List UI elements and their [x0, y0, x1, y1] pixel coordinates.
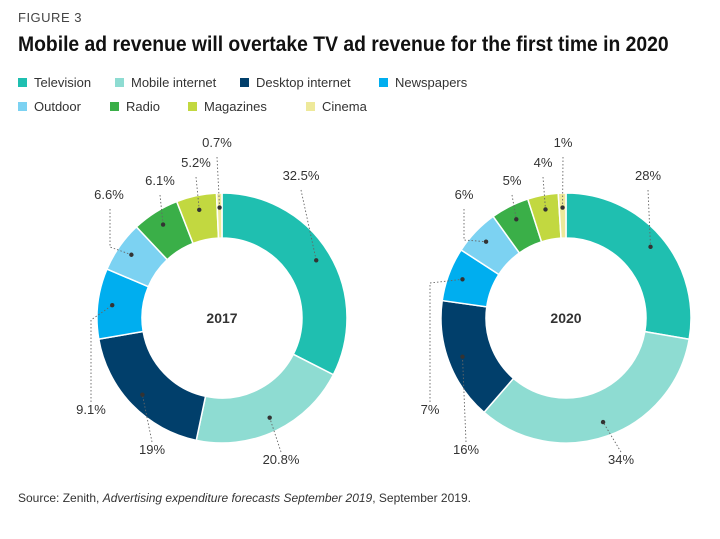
leader-dot	[140, 392, 145, 397]
leader-dot	[267, 415, 272, 420]
leader-line	[429, 278, 463, 402]
slice-cinema	[215, 192, 223, 239]
data-label: 28%	[635, 168, 661, 183]
legend-swatch	[110, 102, 119, 111]
leader-dot	[314, 258, 319, 263]
data-label: 1%	[554, 135, 573, 150]
leader-dot	[160, 222, 166, 227]
source-note: Source: Zenith, Advertising expenditure …	[18, 491, 471, 505]
legend-label: Outdoor	[34, 99, 81, 114]
leader-line	[90, 304, 113, 402]
leader-line	[216, 156, 221, 208]
data-label: 19%	[139, 442, 165, 457]
slice-desktop-internet	[97, 330, 207, 442]
data-label: 32.5%	[283, 168, 320, 183]
slice-television	[565, 192, 692, 341]
legend-swatch	[240, 78, 249, 87]
center-label: 2017	[206, 310, 237, 326]
data-label: 7%	[421, 402, 440, 417]
source-suffix: , September 2019.	[372, 491, 471, 505]
leader-line	[109, 209, 132, 256]
data-label: 6.6%	[94, 187, 124, 202]
legend-label: Cinema	[322, 99, 367, 114]
leader-line	[141, 394, 153, 443]
figure-label: FIGURE 3	[18, 10, 82, 25]
data-label: 6%	[455, 187, 474, 202]
legend-swatch	[18, 78, 27, 87]
leader-dot	[217, 205, 222, 210]
data-label: 34%	[608, 452, 634, 467]
leader-line	[462, 356, 467, 443]
legend-label: Magazines	[204, 99, 267, 114]
legend-item-radio: Radio	[110, 99, 160, 114]
legend-item-television: Television	[18, 75, 91, 90]
legend-swatch	[115, 78, 124, 87]
center-label: 2020	[550, 310, 581, 326]
legend-item-mobile-internet: Mobile internet	[115, 75, 216, 90]
donut-chart-2017: 32.5% 20.8% 19% 9.1% 6.6% 6.1% 5.2% 0.7% 2017	[76, 135, 348, 467]
legend-item-magazines: Magazines	[188, 99, 267, 114]
legend-label: Radio	[126, 99, 160, 114]
leader-dot	[514, 217, 519, 222]
leader-dot	[648, 244, 653, 250]
leader-line	[647, 189, 651, 247]
leader-dot	[560, 205, 565, 210]
slice-mobile-internet	[482, 330, 691, 444]
slice-television	[221, 192, 348, 376]
leader-dot	[600, 419, 606, 425]
legend-swatch	[379, 78, 388, 87]
leader-line	[159, 194, 164, 225]
leader-dot	[483, 239, 489, 244]
legend-label: Newspapers	[395, 75, 468, 90]
leader-dot	[460, 277, 465, 282]
leader-line	[511, 194, 517, 220]
legend-item-desktop-internet: Desktop internet	[240, 75, 351, 90]
chart-title: Mobile ad revenue will overtake TV ad re…	[18, 33, 669, 56]
leader-line	[463, 209, 487, 243]
leader-line	[300, 189, 317, 261]
data-label: 9.1%	[76, 402, 106, 417]
legend-swatch	[188, 102, 197, 111]
leader-line	[269, 417, 282, 453]
leader-dot	[543, 207, 548, 212]
leader-dot	[110, 302, 115, 308]
donut-chart-2020: 28% 34% 16% 7% 6% 5% 4%1% 2020	[421, 135, 692, 467]
legend-label: Television	[34, 75, 92, 90]
data-label: 20.8%	[263, 452, 300, 467]
data-label: 6.1%	[145, 173, 175, 188]
data-label: 5%	[503, 173, 522, 188]
data-label: 16%	[453, 442, 479, 457]
legend-swatch	[306, 102, 315, 111]
data-label: 0.7%	[202, 135, 232, 150]
leader-dot	[460, 354, 465, 359]
leader-dot	[129, 252, 134, 257]
data-label: 5.2%	[181, 155, 211, 170]
source-publication: Advertising expenditure forecasts Septem…	[102, 491, 373, 505]
data-label: 4%	[534, 155, 553, 170]
legend-item-newspapers: Newspapers	[379, 75, 467, 90]
leader-line	[602, 421, 622, 453]
legend-item-cinema: Cinema	[306, 99, 367, 114]
legend-label: Mobile internet	[131, 75, 217, 90]
legend-label: Desktop internet	[256, 75, 351, 90]
slice-mobile-internet	[195, 353, 335, 444]
leader-dot	[197, 207, 202, 213]
source-prefix: Source: Zenith,	[18, 491, 103, 505]
legend-item-outdoor: Outdoor	[18, 99, 81, 114]
legend-swatch	[18, 102, 27, 111]
slice-cinema	[557, 192, 567, 239]
